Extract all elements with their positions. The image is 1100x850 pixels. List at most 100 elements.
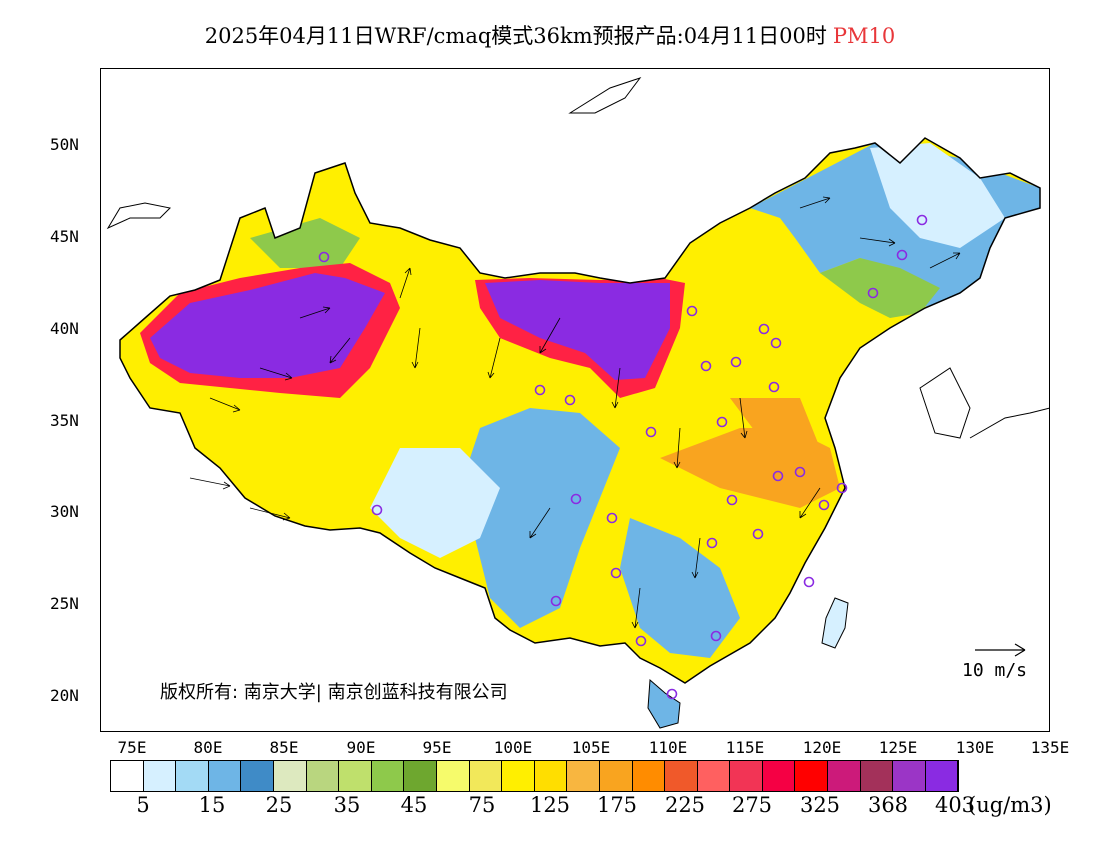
colorbar-swatch bbox=[273, 761, 307, 791]
baikal-lake-outline bbox=[568, 77, 642, 114]
city-marker bbox=[716, 416, 728, 428]
city-marker bbox=[772, 470, 784, 482]
lat-label-45n: 45N bbox=[50, 227, 79, 246]
lat-label-40n: 40N bbox=[50, 319, 79, 338]
colorbar-swatch bbox=[241, 761, 274, 791]
city-marker bbox=[635, 635, 647, 647]
taklimakan-purple-region bbox=[150, 273, 385, 378]
wind-arrow bbox=[329, 337, 351, 364]
colorbar-label: 403 bbox=[934, 793, 976, 817]
colorbar-swatch bbox=[404, 761, 437, 791]
colorbar-swatch bbox=[697, 761, 731, 791]
lon-label-100e: 100E bbox=[493, 738, 533, 757]
city-marker bbox=[896, 249, 908, 261]
south-low-region bbox=[620, 518, 740, 658]
colorbar-swatch bbox=[436, 761, 470, 791]
lon-label-120e: 120E bbox=[802, 738, 842, 757]
colorbar-label: 35 bbox=[333, 793, 361, 817]
city-marker bbox=[867, 287, 879, 299]
wind-arrow bbox=[529, 507, 551, 539]
city-marker bbox=[836, 482, 848, 494]
colorbar-swatch bbox=[534, 761, 568, 791]
colorbar-label: 25 bbox=[265, 793, 293, 817]
colorbar-swatch bbox=[469, 761, 503, 791]
city-marker bbox=[752, 528, 764, 540]
city-marker bbox=[758, 323, 770, 335]
lon-label-95e: 95E bbox=[422, 738, 452, 757]
wind-arrow bbox=[859, 237, 896, 247]
southwest-low-region bbox=[460, 408, 620, 628]
colorbar-label: 5 bbox=[136, 793, 150, 817]
colorbar-swatch bbox=[111, 761, 144, 791]
china-border bbox=[119, 137, 1041, 684]
wind-arrow bbox=[487, 337, 501, 379]
gobi-purple-region bbox=[485, 280, 670, 380]
city-marker bbox=[794, 466, 806, 478]
wind-reference-arrow bbox=[975, 643, 1026, 657]
colorbar-swatch bbox=[143, 761, 177, 791]
wind-arrow bbox=[799, 487, 821, 519]
colorbar-swatch bbox=[762, 761, 796, 791]
colorbar-label: 225 bbox=[664, 793, 706, 817]
hainan-island bbox=[647, 678, 681, 729]
city-marker bbox=[666, 688, 678, 700]
colorbar-swatch bbox=[632, 761, 666, 791]
tibet-clean-region bbox=[370, 448, 500, 558]
wind-arrow bbox=[399, 267, 412, 299]
city-marker bbox=[550, 595, 562, 607]
east-orange-region bbox=[730, 398, 820, 468]
lon-label-105e: 105E bbox=[571, 738, 611, 757]
colorbar-label: 45 bbox=[400, 793, 428, 817]
colorbar-label: 175 bbox=[596, 793, 638, 817]
city-marker bbox=[534, 384, 546, 396]
colorbar-label: 15 bbox=[198, 793, 226, 817]
colorbar-swatch bbox=[860, 761, 894, 791]
colorbar-swatch bbox=[567, 761, 600, 791]
wind-arrow bbox=[259, 367, 293, 381]
taiwan-island bbox=[821, 597, 849, 649]
city-marker bbox=[818, 499, 830, 511]
colorbar-swatch bbox=[925, 761, 959, 791]
map-title: 2025年04月11日WRF/cmaq模式36km预报产品:04月11日00时 P… bbox=[0, 20, 1100, 50]
city-marker bbox=[564, 394, 576, 406]
lat-label-50n: 50N bbox=[50, 135, 79, 154]
colorbar-swatch bbox=[502, 761, 535, 791]
copyright-notice: 版权所有: 南京大学| 南京创蓝科技有限公司 bbox=[160, 682, 508, 703]
wind-arrow bbox=[411, 327, 421, 369]
northeast-green-region bbox=[820, 258, 940, 318]
wind-arrow bbox=[691, 537, 701, 579]
wind-arrow bbox=[673, 427, 681, 469]
city-marker bbox=[730, 356, 742, 368]
colorbar-swatch bbox=[828, 761, 861, 791]
lon-label-75e: 75E bbox=[117, 738, 147, 757]
colorbar-swatch bbox=[371, 761, 405, 791]
city-marker bbox=[700, 360, 712, 372]
colorbar-label: 325 bbox=[799, 793, 841, 817]
colorbar-swatch bbox=[339, 761, 372, 791]
colorbar-swatch bbox=[176, 761, 209, 791]
pm10-map bbox=[100, 68, 1050, 732]
lon-label-85e: 85E bbox=[269, 738, 299, 757]
city-marker bbox=[770, 337, 782, 349]
lat-label-25n: 25N bbox=[50, 594, 79, 613]
lon-label-115e: 115E bbox=[725, 738, 765, 757]
city-marker bbox=[371, 504, 383, 516]
title-main: 2025年04月11日WRF/cmaq模式36km预报产品:04月11日00时 bbox=[204, 24, 827, 48]
lat-label-20n: 20N bbox=[50, 686, 79, 705]
city-marker bbox=[318, 251, 330, 263]
city-marker bbox=[726, 494, 738, 506]
lon-label-135e: 135E bbox=[1030, 738, 1070, 757]
wind-arrow bbox=[799, 196, 831, 209]
wind-vector-field bbox=[189, 196, 961, 629]
lon-label-125e: 125E bbox=[878, 738, 918, 757]
city-marker bbox=[916, 214, 928, 226]
colorbar-label: 368 bbox=[867, 793, 909, 817]
lat-label-35n: 35N bbox=[50, 411, 79, 430]
colorbar-swatch bbox=[730, 761, 763, 791]
city-marker-group bbox=[318, 214, 928, 700]
colorbar-units: (ug/m3) bbox=[968, 793, 1052, 817]
colorbar-swatch bbox=[893, 761, 926, 791]
wind-arrow bbox=[189, 477, 231, 490]
lon-label-110e: 110E bbox=[648, 738, 688, 757]
wind-arrow bbox=[209, 397, 241, 413]
